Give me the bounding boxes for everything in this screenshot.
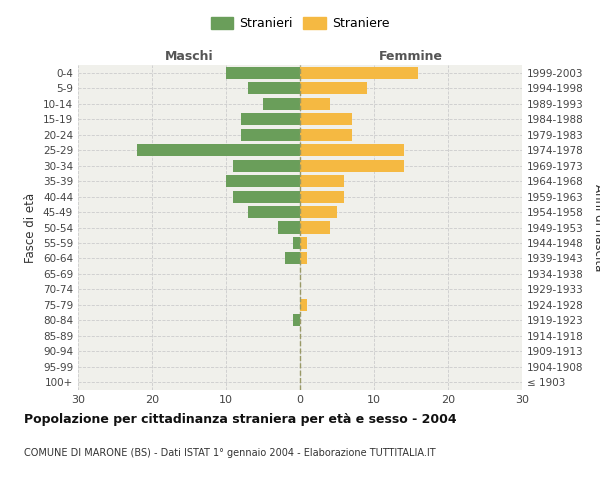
Bar [300,206,337,218]
Legend: Stranieri, Straniere: Stranieri, Straniere [208,14,392,33]
Bar [300,113,352,125]
Bar [300,160,404,172]
Y-axis label: Fasce di età: Fasce di età [25,192,37,262]
Bar [293,237,300,249]
Bar [285,252,300,264]
Bar [241,113,300,125]
Bar [293,314,300,326]
Bar [248,206,300,218]
Bar [300,98,329,110]
Bar [137,144,300,156]
Text: COMUNE DI MARONE (BS) - Dati ISTAT 1° gennaio 2004 - Elaborazione TUTTITALIA.IT: COMUNE DI MARONE (BS) - Dati ISTAT 1° ge… [24,448,436,458]
Bar [233,190,300,202]
Bar [263,98,300,110]
Bar [278,222,300,234]
Bar [300,82,367,94]
Y-axis label: Anni di nascita: Anni di nascita [592,184,600,271]
Bar [248,82,300,94]
Text: Popolazione per cittadinanza straniera per età e sesso - 2004: Popolazione per cittadinanza straniera p… [24,412,457,426]
Bar [300,222,329,234]
Bar [300,299,307,311]
Bar [233,160,300,172]
Bar [241,128,300,140]
Bar [300,128,352,140]
Bar [300,66,418,79]
Bar [300,144,404,156]
Text: Maschi: Maschi [164,50,214,62]
Text: Femmine: Femmine [379,50,443,62]
Bar [226,175,300,187]
Bar [300,252,307,264]
Bar [300,175,344,187]
Bar [300,237,307,249]
Bar [226,66,300,79]
Bar [300,190,344,202]
